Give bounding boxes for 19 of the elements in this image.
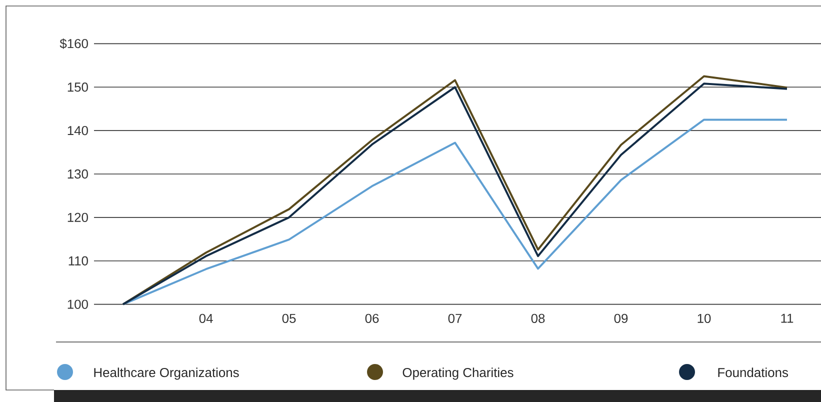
- x-tick-label: 04: [199, 314, 213, 323]
- x-tick-label: 08: [531, 314, 545, 323]
- y-tick-label: 120: [68, 212, 88, 222]
- x-tick-label: 10: [698, 314, 711, 323]
- y-tick-label: 100: [68, 300, 88, 309]
- y-tick-label: 130: [68, 169, 88, 179]
- y-tick-label: 110: [68, 256, 88, 266]
- y-tick-label: 140: [68, 126, 88, 136]
- x-tick-label: 09: [614, 314, 628, 323]
- y-tick-label: $160: [60, 38, 88, 49]
- x-tick-label: 05: [282, 314, 296, 323]
- line-series: [122, 118, 788, 306]
- legend-label: Healthcare Organizations: [94, 368, 239, 380]
- y-tick-label: 150: [68, 82, 88, 92]
- x-tick-label: 07: [448, 314, 462, 323]
- x-tick-label: 06: [365, 314, 379, 323]
- legend-label: Foundations: [718, 368, 788, 378]
- x-tick-label: 11: [781, 314, 794, 323]
- legend-label: Operating Charities: [402, 368, 514, 380]
